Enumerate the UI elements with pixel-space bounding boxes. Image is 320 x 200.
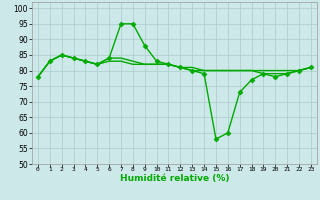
X-axis label: Humidité relative (%): Humidité relative (%) [120, 174, 229, 183]
